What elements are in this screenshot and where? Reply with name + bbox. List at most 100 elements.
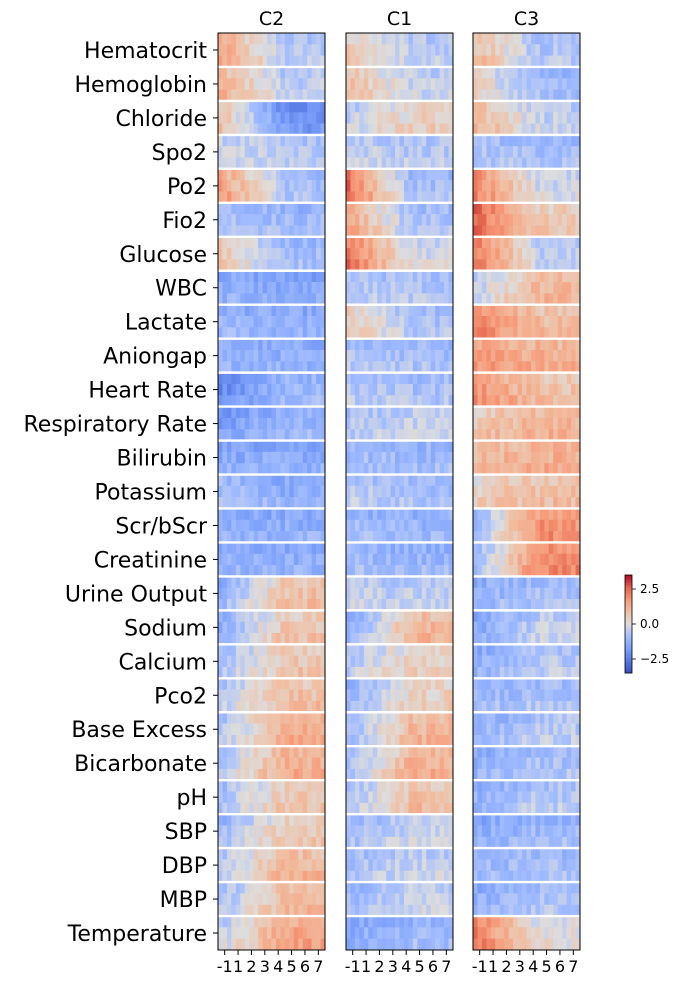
heatmap-cell — [391, 531, 396, 543]
heatmap-cell — [307, 44, 312, 56]
heatmap-cell — [549, 112, 554, 124]
heatmap-cell — [509, 339, 514, 351]
heatmap-cell — [553, 214, 558, 226]
heatmap-cell — [240, 905, 245, 917]
heatmap-cell — [263, 893, 268, 905]
heatmap-cell — [267, 565, 272, 577]
heatmap-cell — [276, 712, 281, 724]
heatmap-cell — [298, 225, 303, 237]
heatmap-cell — [289, 237, 294, 249]
heatmap-cell — [518, 191, 523, 203]
heatmap-cell — [289, 203, 294, 215]
heatmap-cell — [386, 644, 391, 656]
heatmap-cell — [391, 225, 396, 237]
heatmap-cell — [294, 497, 299, 509]
heatmap-cell — [307, 497, 312, 509]
heatmap-cell — [359, 101, 364, 113]
heatmap-cell — [298, 395, 303, 407]
heatmap-cell — [231, 803, 236, 815]
heatmap-cell — [435, 939, 440, 951]
heatmap-cell — [391, 214, 396, 226]
heatmap-cell — [571, 259, 576, 271]
heatmap-cell — [258, 327, 263, 339]
heatmap-cell — [346, 44, 351, 56]
heatmap-cell — [249, 282, 254, 294]
heatmap-cell — [500, 135, 505, 147]
heatmap-cell — [571, 248, 576, 260]
heatmap-cell — [373, 293, 378, 305]
heatmap-cell — [522, 78, 527, 90]
heatmap-cell — [350, 384, 355, 396]
heatmap-cell — [440, 576, 445, 588]
heatmap-cell — [431, 576, 436, 588]
heatmap-cell — [386, 814, 391, 826]
heatmap-cell — [562, 180, 567, 192]
heatmap-cell — [316, 825, 321, 837]
heatmap-cell — [431, 871, 436, 883]
heatmap-cell — [391, 33, 396, 45]
heatmap-cell — [303, 67, 308, 79]
heatmap-cell — [222, 67, 227, 79]
heatmap-cell — [422, 780, 427, 792]
heatmap-cell — [413, 350, 418, 362]
heatmap-cell — [280, 124, 285, 136]
heatmap-cell — [491, 429, 496, 441]
heatmap-cell — [477, 350, 482, 362]
heatmap-cell — [316, 848, 321, 860]
heatmap-cell — [267, 859, 272, 871]
heatmap-cell — [440, 361, 445, 373]
heatmap-cell — [444, 542, 449, 554]
heatmap-cell — [236, 769, 241, 781]
heatmap-cell — [267, 576, 272, 588]
heatmap-cell — [258, 769, 263, 781]
heatmap-cell — [227, 56, 232, 68]
heatmap-cell — [540, 191, 545, 203]
heatmap-cell — [513, 135, 518, 147]
heatmap-cell — [294, 339, 299, 351]
heatmap-cell — [404, 203, 409, 215]
heatmap-cell — [227, 644, 232, 656]
heatmap-cell — [307, 384, 312, 396]
heatmap-cell — [422, 373, 427, 385]
heatmap-cell — [231, 724, 236, 736]
heatmap-cell — [535, 146, 540, 158]
heatmap-cell — [280, 316, 285, 328]
heatmap-cell — [231, 610, 236, 622]
heatmap-cell — [486, 101, 491, 113]
heatmap-cell — [303, 169, 308, 181]
heatmap-cell — [294, 418, 299, 430]
heatmap-cell — [368, 542, 373, 554]
heatmap-cell — [254, 146, 259, 158]
heatmap-cell — [444, 158, 449, 170]
heatmap-cell — [408, 169, 413, 181]
heatmap-cell — [440, 101, 445, 113]
heatmap-cell — [531, 350, 536, 362]
heatmap-cell — [222, 508, 227, 520]
heatmap-cell — [482, 373, 487, 385]
heatmap-cell — [218, 588, 223, 600]
heatmap-cell — [307, 939, 312, 951]
heatmap-cell — [535, 293, 540, 305]
heatmap-cell — [289, 350, 294, 362]
heatmap-cell — [359, 395, 364, 407]
heatmap-cell — [544, 78, 549, 90]
heatmap-cell — [408, 305, 413, 317]
heatmap-cell — [386, 135, 391, 147]
heatmap-cell — [509, 282, 514, 294]
heatmap-cell — [518, 316, 523, 328]
heatmap-cell — [298, 508, 303, 520]
heatmap-cell — [544, 327, 549, 339]
heatmap-cell — [298, 792, 303, 804]
heatmap-cell — [444, 814, 449, 826]
heatmap-cell — [258, 531, 263, 543]
heatmap-cell — [435, 927, 440, 939]
heatmap-cell — [549, 418, 554, 430]
heatmap-cell — [355, 644, 360, 656]
heatmap-cell — [431, 429, 436, 441]
heatmap-cell — [231, 248, 236, 260]
heatmap-cell — [549, 180, 554, 192]
heatmap-cell — [500, 316, 505, 328]
heatmap-cell — [359, 905, 364, 917]
heatmap-cell — [355, 327, 360, 339]
heatmap-cell — [303, 859, 308, 871]
